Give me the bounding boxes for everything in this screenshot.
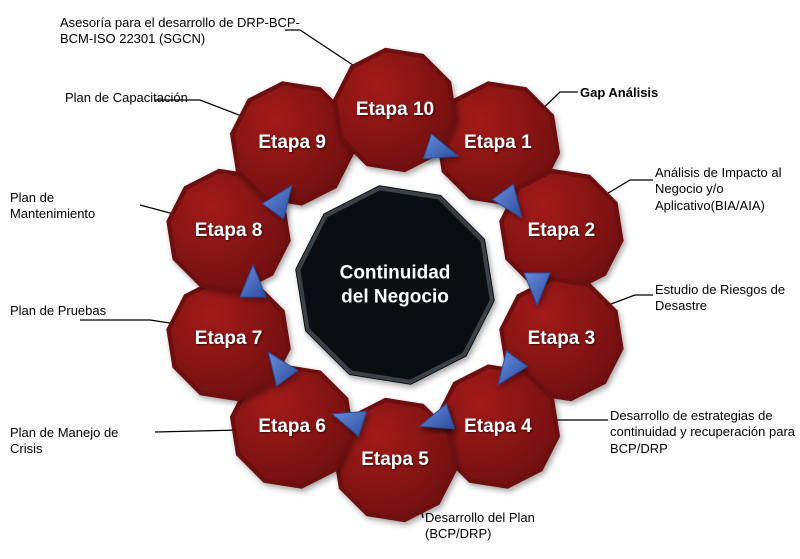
stage-1-label: Etapa 1 bbox=[464, 132, 532, 154]
center-label: Continuidaddel Negocio bbox=[312, 261, 479, 309]
stage-9-desc: Plan de Capacitación bbox=[65, 90, 195, 106]
stage-1-desc: Gap Análisis bbox=[580, 85, 760, 101]
stage-5-label: Etapa 5 bbox=[361, 449, 429, 471]
stage-5-desc: Desarrollo del Plan (BCP/DRP) bbox=[425, 510, 595, 543]
stage-10-label: Etapa 10 bbox=[356, 99, 434, 121]
stage-3-desc: Estudio de Riesgos de Desastre bbox=[655, 282, 800, 315]
stage-6-desc: Plan de Manejo de Crisis bbox=[10, 425, 150, 458]
stage-2-desc: Análisis de Impacto al Negocio y/o Aplic… bbox=[655, 165, 800, 214]
stage-2-label: Etapa 2 bbox=[528, 220, 596, 242]
stage-4-desc: Desarrollo de estrategias de continuidad… bbox=[610, 408, 795, 457]
stage-3-label: Etapa 3 bbox=[528, 328, 596, 350]
stage-7-label: Etapa 7 bbox=[195, 328, 263, 350]
stage-10-desc: Asesoría para el desarrollo de DRP-BCP-B… bbox=[60, 15, 320, 48]
stage-6-label: Etapa 6 bbox=[258, 416, 326, 438]
stage-4-label: Etapa 4 bbox=[464, 416, 532, 438]
stage-8-desc: Plan de Mantenimiento bbox=[10, 190, 140, 223]
stage-8-label: Etapa 8 bbox=[195, 220, 263, 242]
stage-7-desc: Plan de Pruebas bbox=[10, 303, 140, 319]
stage-9-label: Etapa 9 bbox=[258, 132, 326, 154]
